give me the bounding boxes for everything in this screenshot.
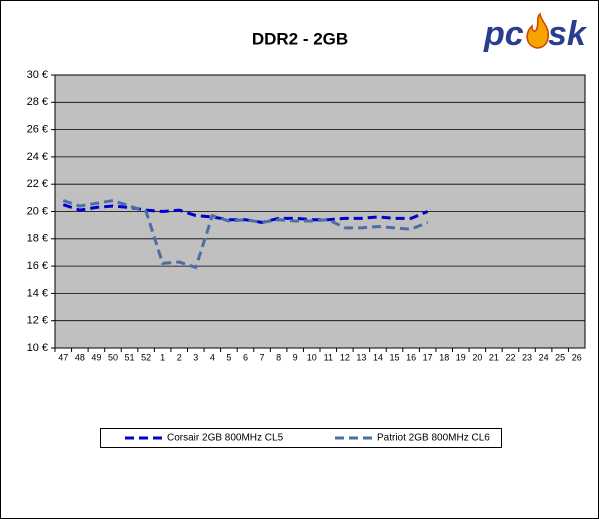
logo-text: sk <box>548 15 588 53</box>
x-tick-label: 8 <box>276 352 281 362</box>
legend-label: Corsair 2GB 800MHz CL5 <box>167 433 284 444</box>
y-tick-label: 12 € <box>27 315 48 327</box>
logo: pc sk <box>483 12 588 53</box>
series-line <box>62 199 429 270</box>
x-tick-label: 17 <box>423 352 433 362</box>
x-tick-label: 20 <box>472 352 482 362</box>
x-tick-label: 2 <box>177 352 182 362</box>
x-tick-label: 14 <box>373 352 383 362</box>
y-tick-label: 22 € <box>27 178 48 190</box>
x-tick-label: 24 <box>539 352 549 362</box>
x-tick-label: 16 <box>406 352 416 362</box>
x-tick-label: 11 <box>324 352 333 362</box>
x-tick-label: 15 <box>390 352 400 362</box>
y-tick-label: 30 € <box>27 69 48 81</box>
y-tick-label: 16 € <box>27 260 48 272</box>
chart-title: DDR2 - 2GB <box>252 29 348 48</box>
x-tick-label: 51 <box>125 352 135 362</box>
x-tick-label: 3 <box>193 352 198 362</box>
x-tick-label: 1 <box>160 352 165 362</box>
x-tick-label: 13 <box>356 352 366 362</box>
y-tick-label: 10 € <box>27 342 48 354</box>
x-tick-label: 18 <box>439 352 449 362</box>
x-tick-label: 50 <box>108 352 118 362</box>
legend-label: Patriot 2GB 800MHz CL6 <box>377 433 490 444</box>
x-tick-label: 22 <box>505 352 515 362</box>
x-tick-label: 19 <box>456 352 466 362</box>
y-tick-label: 28 € <box>27 96 48 108</box>
x-tick-label: 6 <box>243 352 248 362</box>
y-tick-label: 26 € <box>27 124 48 136</box>
y-tick-label: 18 € <box>27 233 48 245</box>
logo-flame <box>526 12 550 49</box>
x-tick-label: 12 <box>340 352 350 362</box>
x-tick-label: 48 <box>75 352 85 362</box>
x-tick-label: 10 <box>307 352 317 362</box>
y-tick-label: 20 € <box>27 205 48 217</box>
legend <box>100 428 502 448</box>
series-line <box>62 203 429 224</box>
x-tick-label: 7 <box>260 352 265 362</box>
x-tick-label: 21 <box>489 352 499 362</box>
x-tick-label: 4 <box>210 352 215 362</box>
x-tick-label: 47 <box>58 352 68 362</box>
x-tick-label: 49 <box>91 352 101 362</box>
x-tick-label: 9 <box>293 352 298 362</box>
logo-text: pc <box>483 15 524 53</box>
x-tick-label: 25 <box>555 352 565 362</box>
x-tick-label: 52 <box>141 352 151 362</box>
x-tick-label: 5 <box>226 352 231 362</box>
y-tick-label: 14 € <box>27 287 48 299</box>
y-tick-label: 24 € <box>27 151 48 163</box>
x-tick-label: 26 <box>572 352 582 362</box>
x-tick-label: 23 <box>522 352 532 362</box>
